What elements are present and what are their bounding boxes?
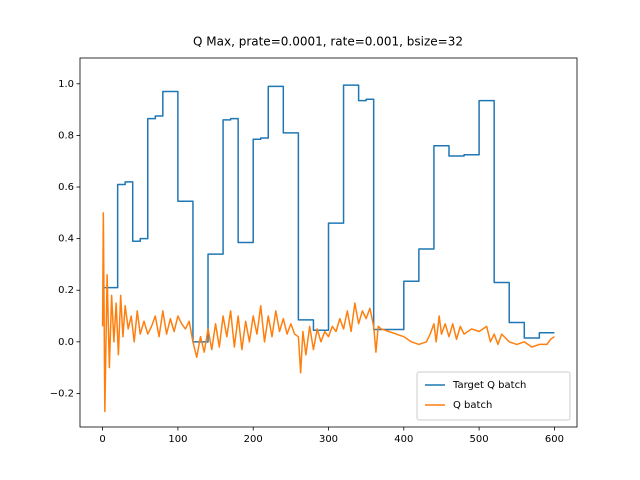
y-tick-label: 0.4: [58, 234, 74, 245]
x-tick-label: 100: [168, 434, 187, 445]
x-tick-label: 500: [470, 434, 489, 445]
x-tick-label: 400: [394, 434, 413, 445]
legend: Target Q batch Q batch: [416, 371, 571, 421]
x-tick-label: 200: [244, 434, 263, 445]
x-tick-label: 300: [319, 434, 338, 445]
legend-box: [416, 371, 571, 421]
legend-label: Target Q batch: [452, 380, 526, 391]
x-tick-label: 600: [545, 434, 564, 445]
series-line: [101, 212, 555, 413]
plot-frame: [79, 57, 578, 428]
legend-label: Q batch: [453, 400, 492, 411]
y-tick-label: 1.0: [58, 79, 74, 90]
y-tick-label: 0.2: [58, 285, 74, 296]
chart-title: Q Max, prate=0.0001, rate=0.001, bsize=3…: [193, 35, 463, 49]
y-tick-label: 0.6: [58, 182, 74, 193]
y-tick-label: 0.0: [58, 337, 74, 348]
series-line: [102, 84, 555, 343]
y-tick-label: −0.2: [50, 388, 74, 399]
y-tick-label: 0.8: [58, 130, 74, 141]
x-tick-label: 0: [99, 434, 105, 445]
